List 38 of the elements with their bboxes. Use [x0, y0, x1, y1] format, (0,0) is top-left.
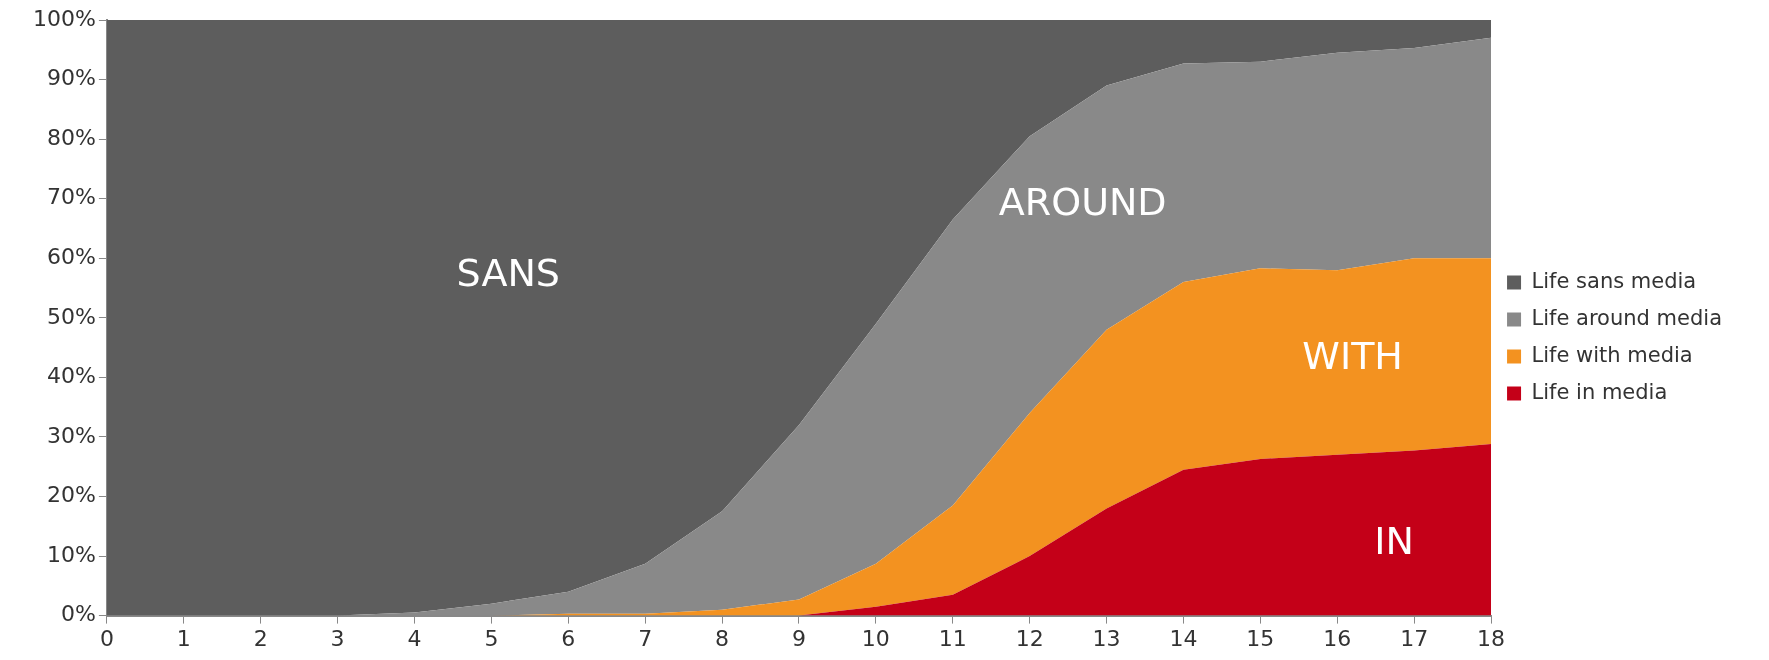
x-tick-label: 13	[1092, 625, 1121, 651]
y-tick-label: 30%	[46, 422, 96, 448]
y-tick-label: 90%	[46, 65, 96, 91]
y-tick-label: 40%	[46, 363, 96, 389]
x-tick-label: 7	[638, 625, 653, 651]
annotation: SANS	[456, 250, 560, 295]
x-tick-label: 14	[1169, 625, 1198, 651]
x-tick-label: 10	[861, 625, 890, 651]
y-tick-label: 50%	[46, 303, 96, 329]
y-tick-label: 70%	[46, 184, 96, 210]
legend-label: Life sans media	[1531, 268, 1697, 293]
annotation: AROUND	[998, 179, 1167, 224]
annotation: WITH	[1302, 334, 1403, 379]
x-tick-label: 18	[1477, 625, 1506, 651]
x-tick-label: 11	[938, 625, 967, 651]
x-tick-label: 0	[99, 625, 114, 651]
annotation: IN	[1374, 519, 1414, 563]
x-tick-label: 1	[176, 625, 191, 651]
y-tick-label: 80%	[46, 124, 96, 150]
x-tick-label: 17	[1400, 625, 1429, 651]
x-tick-label: 9	[791, 625, 806, 651]
x-tick-label: 8	[715, 625, 730, 651]
x-tick-label: 15	[1246, 625, 1275, 651]
x-tick-label: 6	[561, 625, 576, 651]
y-tick-label: 100%	[32, 5, 96, 31]
y-tick-label: 60%	[46, 243, 96, 269]
legend-label: Life in media	[1531, 379, 1668, 404]
y-tick-label: 10%	[46, 541, 96, 567]
x-tick-label: 2	[253, 625, 268, 651]
x-tick-label: 4	[407, 625, 422, 651]
x-tick-label: 16	[1323, 625, 1352, 651]
x-tick-label: 12	[1015, 625, 1044, 651]
x-tick-label: 3	[330, 625, 345, 651]
x-tick-label: 5	[484, 625, 499, 651]
y-tick-label: 20%	[46, 482, 96, 508]
legend-label: Life with media	[1531, 342, 1693, 367]
y-tick-label: 0%	[60, 601, 96, 627]
legend-label: Life around media	[1531, 305, 1723, 330]
